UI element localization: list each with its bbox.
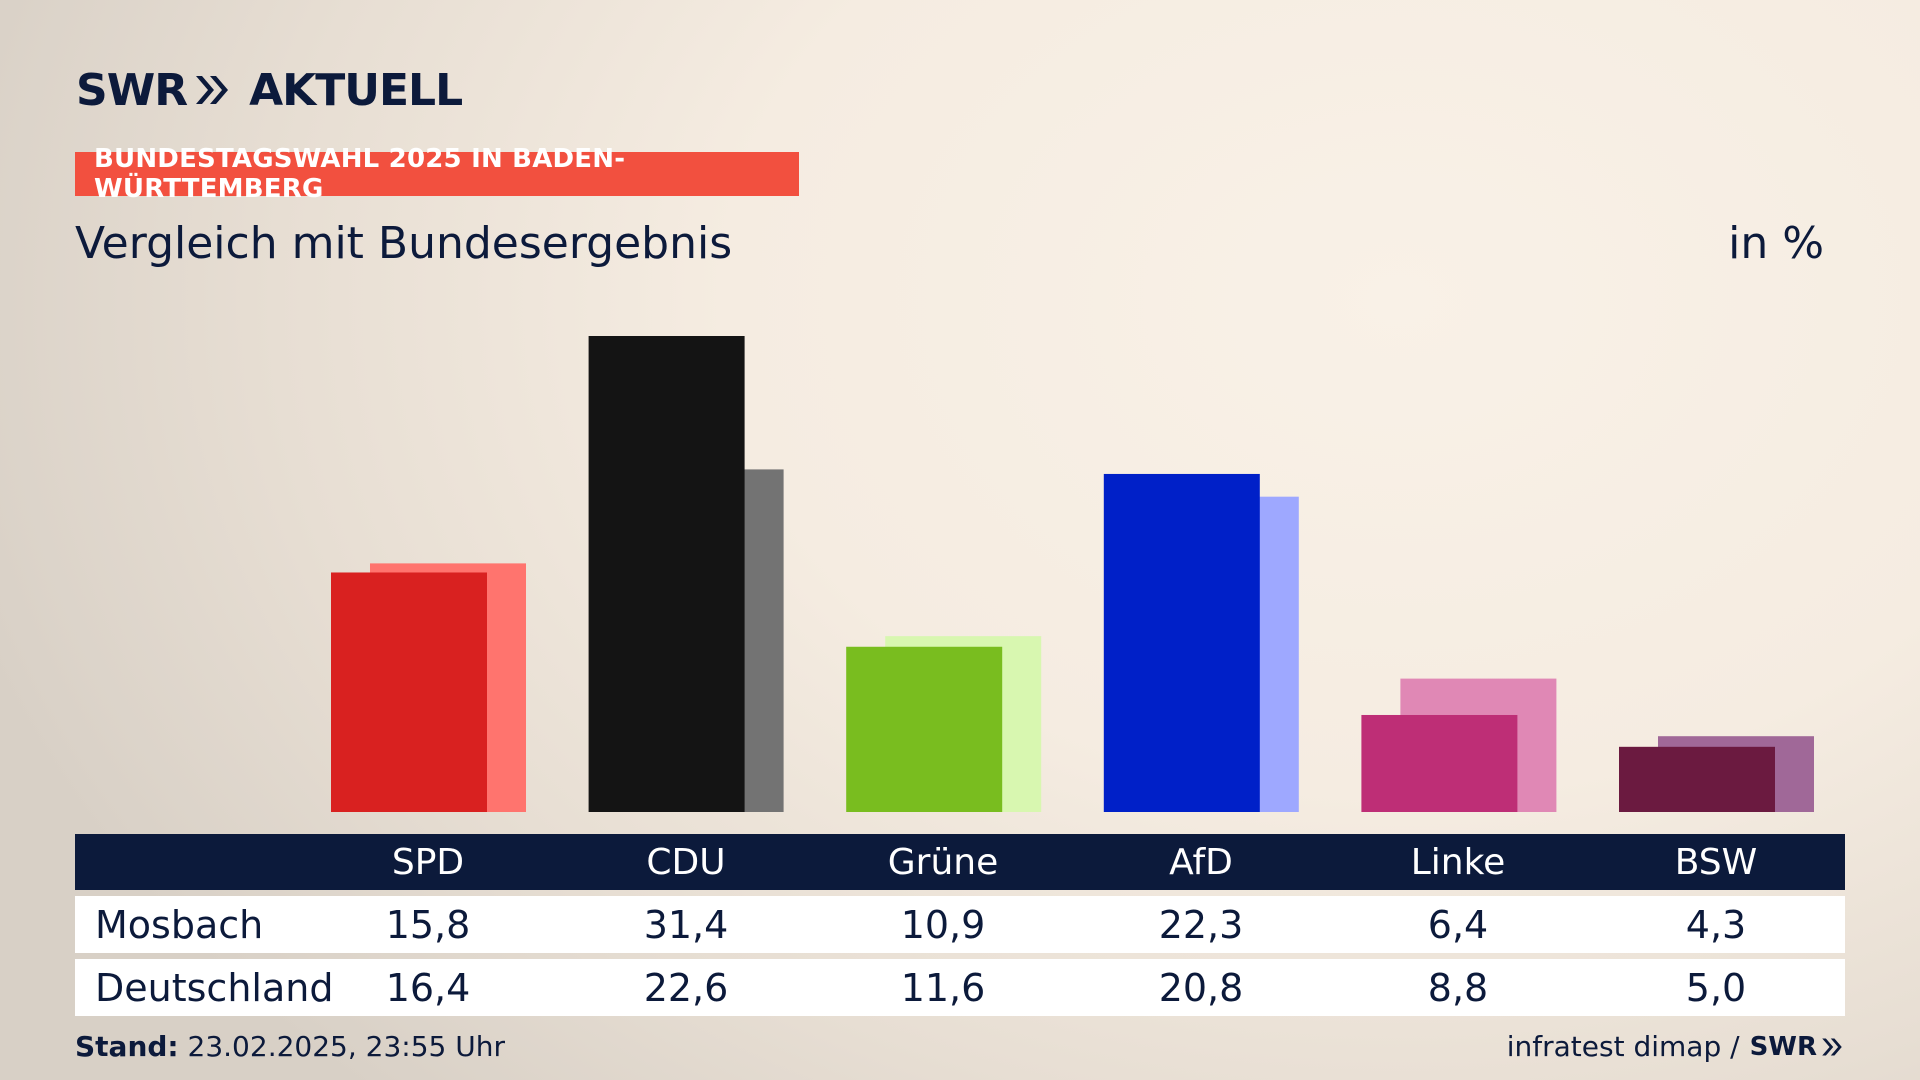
table-cell: 5,0: [1685, 965, 1747, 1010]
bar-mosbach-bsw: [1619, 746, 1775, 812]
timestamp: Stand: 23.02.2025, 23:55 Uhr: [75, 1030, 505, 1063]
stand-label: Stand:: [75, 1030, 179, 1063]
table-row: Deutschland 16,4 22,6 11,6 20,8 8,8 5,0: [75, 959, 1845, 1016]
election-banner: BUNDESTAGSWAHL 2025 IN BADEN-WÜRTTEMBERG: [75, 144, 799, 204]
table-cell: 4,3: [1685, 902, 1747, 947]
stand-value: 23.02.2025, 23:55 Uhr: [187, 1030, 505, 1063]
table-cell: 22,3: [1158, 902, 1244, 947]
table-cell: 20,8: [1158, 965, 1244, 1010]
swr-aktuell-logo: SWR AKTUELL: [76, 64, 463, 116]
bar-mosbach-cdu: [588, 336, 745, 812]
table-cell: 15,8: [385, 902, 471, 947]
double-chevron-icon: [1822, 1037, 1842, 1056]
unit-label: in %: [1728, 218, 1824, 269]
table-cell: 11,6: [900, 965, 986, 1010]
source-credit: infratest dimap / SWR: [1507, 1030, 1844, 1063]
header-cell: Linke: [1410, 841, 1506, 883]
double-chevron-icon: [196, 76, 229, 104]
source-text: infratest dimap /: [1506, 1030, 1740, 1063]
row-label: Mosbach: [95, 902, 264, 947]
header-cell: BSW: [1674, 841, 1758, 883]
table-row: Mosbach 15,8 31,4 10,9 22,3 6,4 4,3: [75, 896, 1845, 953]
logo-swr-text: SWR: [76, 64, 188, 116]
row-label: Deutschland: [95, 965, 334, 1010]
bar-mosbach-linke: [1361, 714, 1518, 812]
table-cell: 10,9: [900, 902, 986, 947]
results-table: SPD CDU Grüne AfD Linke BSW Mosbach 15,8…: [75, 834, 1845, 1016]
swr-small-logo-text: SWR: [1749, 1031, 1817, 1062]
header-cell: AfD: [1169, 841, 1233, 883]
header-cell: SPD: [391, 841, 465, 883]
table-cell: 16,4: [385, 965, 471, 1010]
bar-mosbach-spd: [331, 572, 487, 812]
header-cell: Grüne: [887, 841, 999, 883]
table-cell: 31,4: [643, 902, 729, 947]
chart-subtitle: Vergleich mit Bundesergebnis: [75, 218, 733, 269]
table-cell: 8,8: [1427, 965, 1489, 1010]
logo-aktuell-text: AKTUELL: [249, 64, 463, 116]
bar-mosbach-grüne: [846, 646, 1003, 812]
bar-chart: [331, 336, 1814, 812]
header-cell: CDU: [646, 841, 726, 883]
bar-mosbach-afd: [1103, 473, 1260, 812]
swr-small-logo: SWR: [1750, 1032, 1844, 1062]
table-header-row: SPD CDU Grüne AfD Linke BSW: [75, 834, 1845, 890]
table-cell: 22,6: [643, 965, 729, 1010]
table-cell: 6,4: [1427, 902, 1489, 947]
